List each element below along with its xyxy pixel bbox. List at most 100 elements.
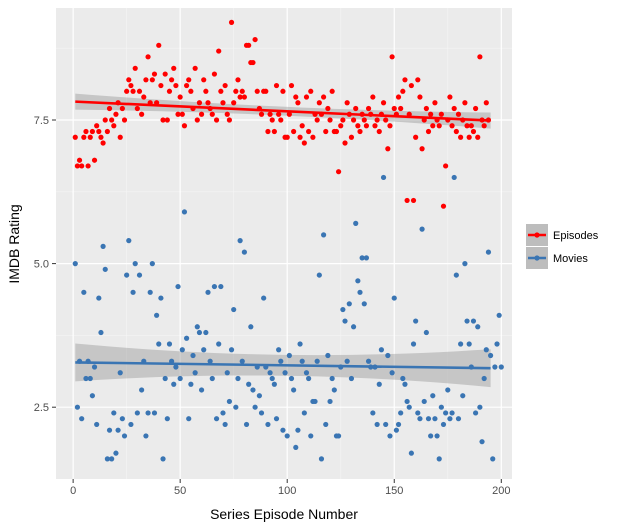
data-point [408,82,414,89]
data-point [473,410,479,416]
data-point [284,433,290,439]
data-point [145,54,151,60]
data-point [357,128,363,135]
data-point [466,341,472,347]
data-point [226,398,233,405]
data-point [252,36,258,43]
data-point [254,88,260,94]
data-point [258,410,265,416]
data-point [280,88,286,94]
data-point [458,341,464,347]
data-point [440,203,447,209]
data-point [428,111,434,117]
data-point [295,100,301,106]
data-points [72,19,504,462]
data-point [462,100,468,106]
data-point [87,375,93,382]
data-point [475,324,481,330]
y-tick-label: 7.5 [34,115,49,127]
data-point [376,381,382,387]
data-point [205,289,211,295]
data-point [94,123,100,129]
data-point [329,375,335,382]
data-point [104,456,110,462]
data-point [175,111,181,117]
data-point [273,416,280,422]
data-point [492,364,498,370]
data-point [387,123,393,129]
data-point [415,410,421,416]
data-point [395,421,402,428]
data-point [470,318,477,324]
data-point [267,370,273,376]
data-point [136,88,143,94]
data-point [124,272,130,278]
data-point [383,117,389,123]
data-point [109,117,115,123]
data-point [355,278,361,284]
data-point [192,65,198,71]
data-point [303,370,310,376]
data-point [481,123,487,129]
data-point [134,105,140,112]
data-point [181,123,188,129]
data-point [132,65,138,71]
trend-line-1 [75,361,491,370]
data-point [151,410,158,416]
data-point [224,111,230,117]
data-point [498,364,504,370]
data-point [233,404,239,410]
data-point [220,100,226,106]
data-point [171,65,177,71]
data-point [188,88,194,94]
data-point [239,88,245,94]
data-point [445,387,451,393]
data-point [177,375,183,382]
data-point [265,128,271,135]
minor-gridlines [56,8,512,479]
data-point [353,105,359,112]
data-point [413,134,419,140]
data-point [94,421,100,428]
x-tick-label: 50 [174,485,186,497]
data-point [344,358,350,364]
data-point [460,393,466,399]
data-point [205,100,211,106]
data-point [278,358,284,364]
data-point [370,94,376,100]
data-point [243,421,250,428]
data-point [113,450,119,456]
data-point [83,128,89,135]
data-point [177,94,183,100]
data-point [449,410,455,416]
data-point [151,71,158,77]
data-point [380,174,387,181]
data-point [299,123,305,129]
data-point [325,352,331,359]
data-point [361,301,367,307]
data-point [348,134,355,140]
data-point [156,341,162,347]
y-axis-title: IMDB Rating [6,204,22,283]
data-point [470,128,477,135]
data-point [162,71,168,77]
data-point [308,88,314,94]
data-point [194,324,200,330]
data-point [273,82,280,89]
data-point [79,163,85,169]
data-point [321,232,327,238]
data-point [280,427,286,433]
data-point [494,341,500,347]
data-point [318,456,325,462]
data-point [72,261,78,267]
data-point [91,364,98,370]
data-point [196,329,203,336]
data-point [385,146,391,152]
data-point [164,117,170,123]
data-point [340,306,346,313]
data-point [198,111,205,117]
data-point [134,410,140,416]
data-point [297,341,303,347]
data-point [190,352,196,359]
data-point [166,341,173,347]
